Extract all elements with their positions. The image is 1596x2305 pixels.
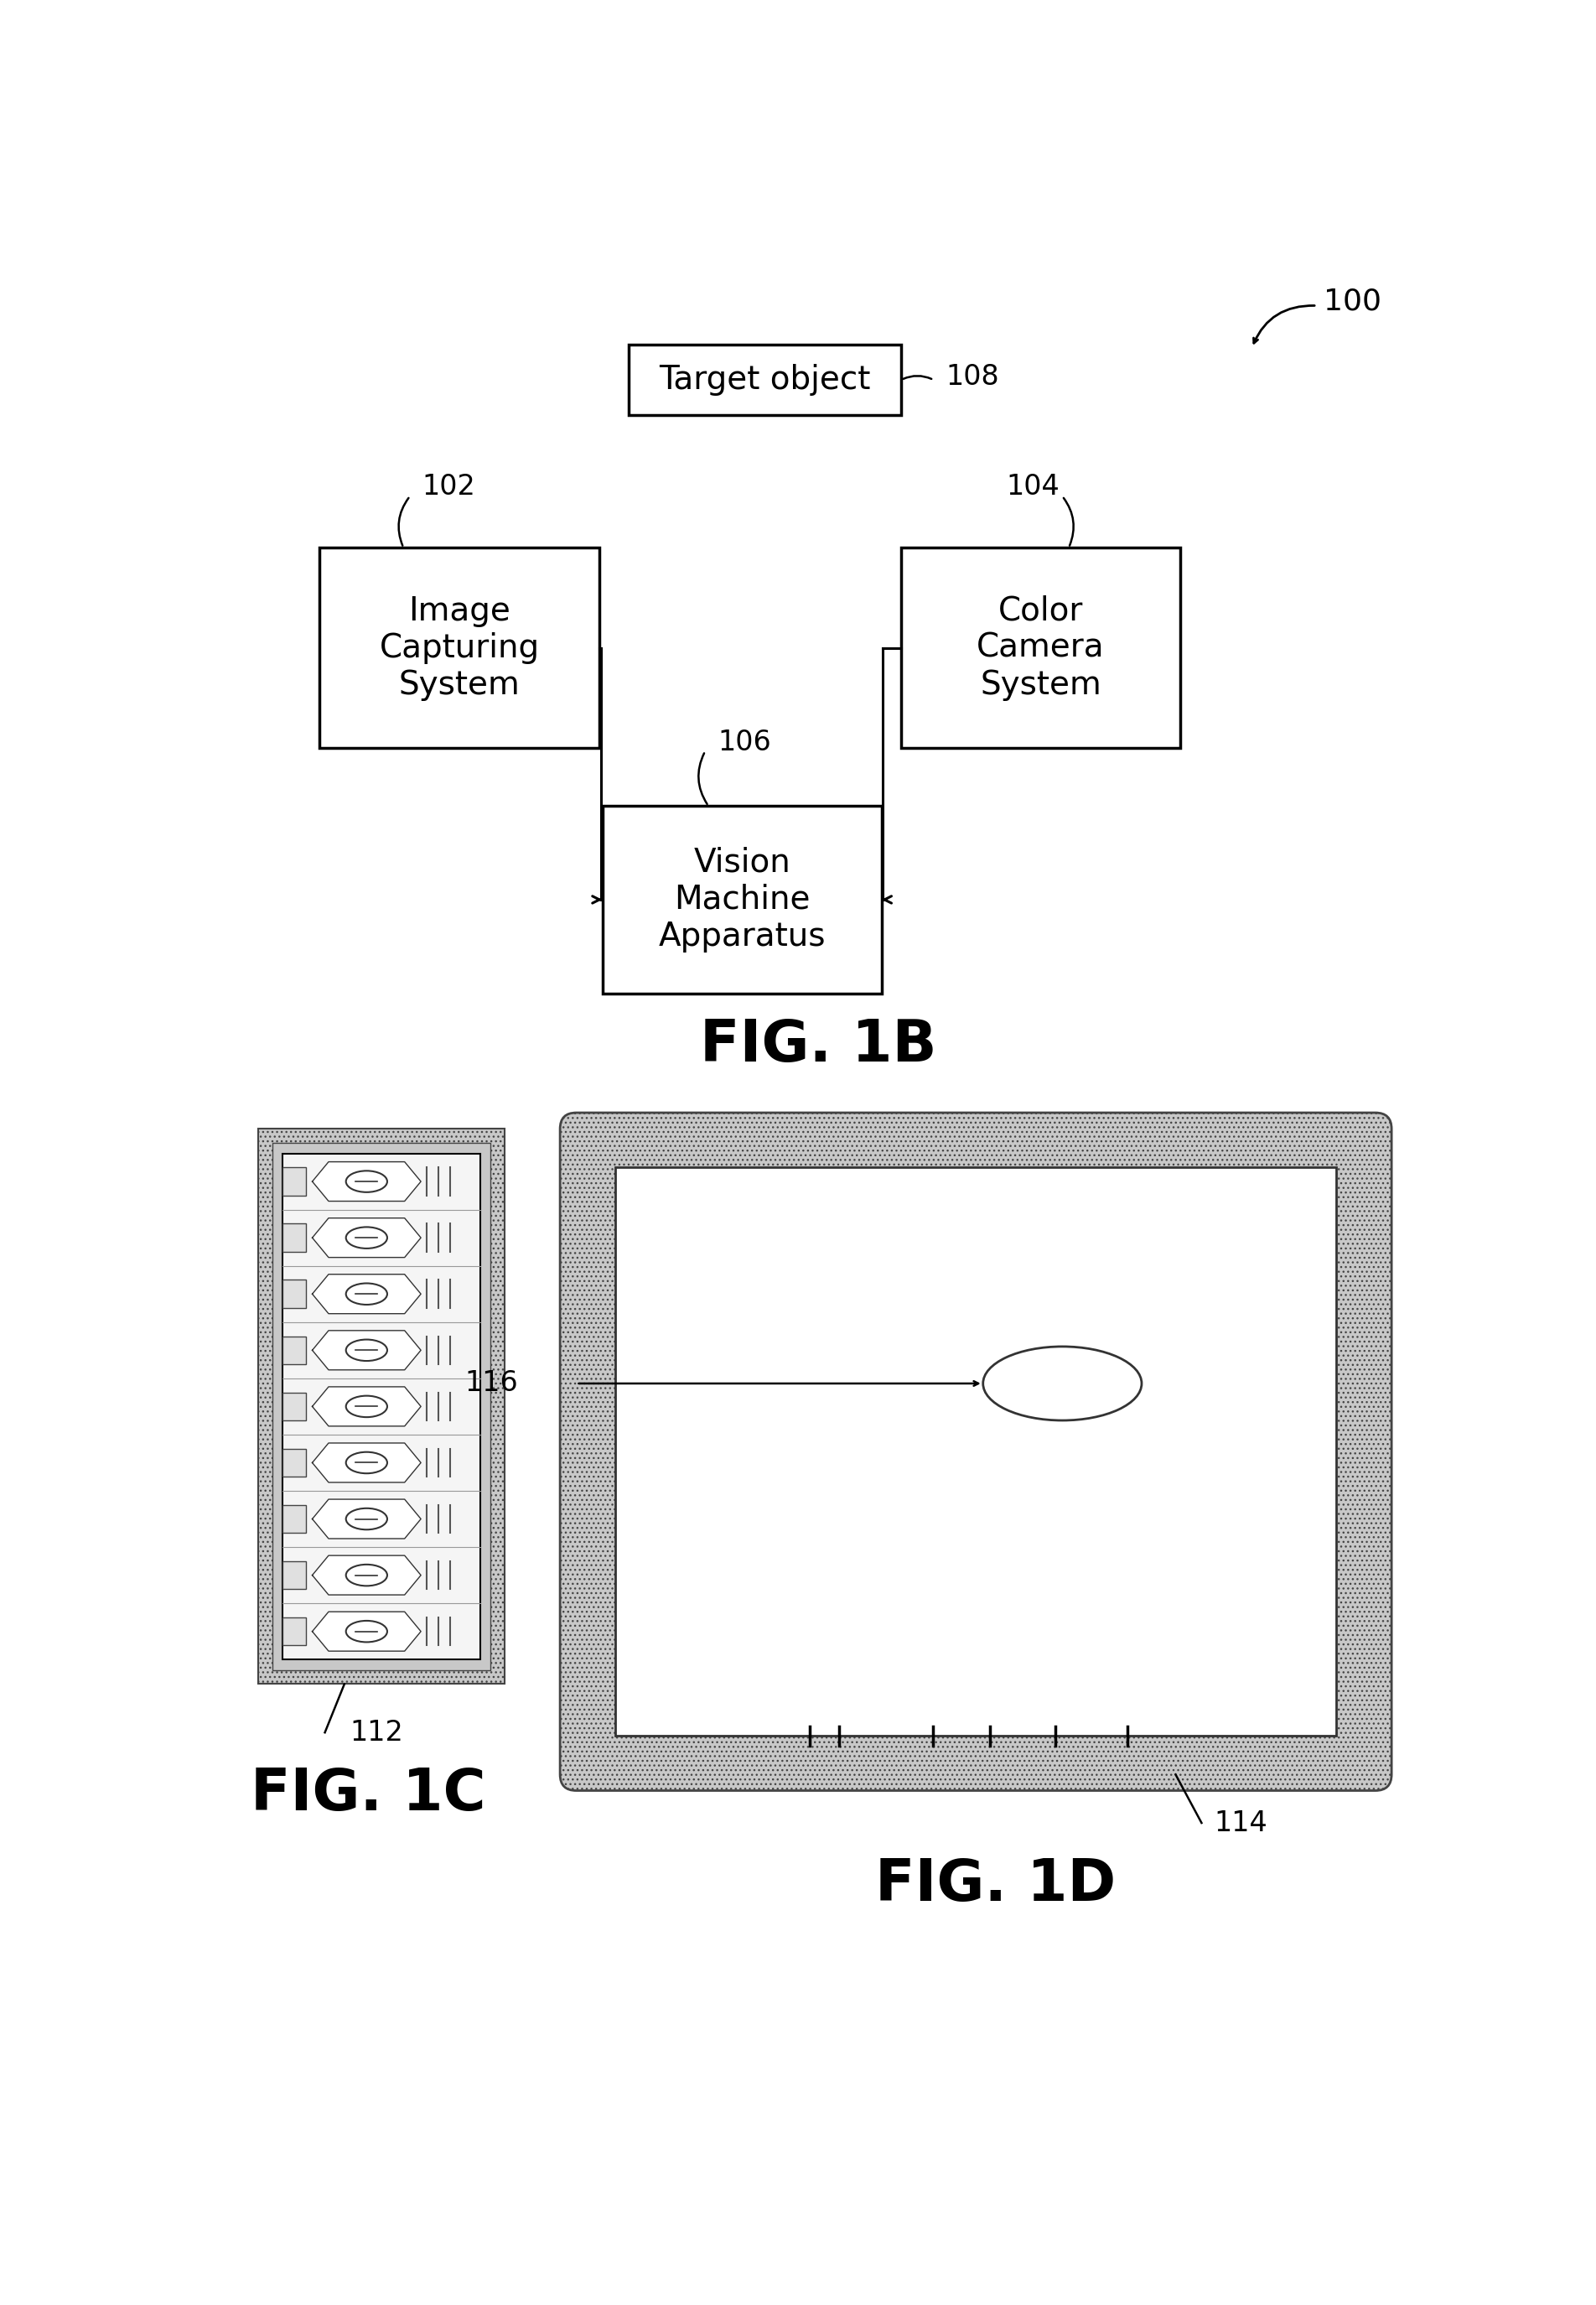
- Ellipse shape: [346, 1620, 388, 1641]
- Ellipse shape: [346, 1397, 388, 1418]
- Text: FIG. 1D: FIG. 1D: [875, 1856, 1116, 1913]
- Ellipse shape: [346, 1284, 388, 1305]
- Bar: [902, 549, 1181, 747]
- Bar: [282, 1505, 306, 1533]
- Text: 104: 104: [1005, 473, 1060, 500]
- Ellipse shape: [346, 1565, 388, 1586]
- Bar: [616, 1169, 1336, 1736]
- Bar: [602, 807, 881, 993]
- Text: 108: 108: [946, 362, 999, 390]
- Polygon shape: [313, 1388, 421, 1427]
- Text: Target object: Target object: [659, 364, 870, 396]
- Bar: [273, 1143, 490, 1669]
- Bar: [282, 1166, 306, 1196]
- Text: Vision
Machine
Apparatus: Vision Machine Apparatus: [658, 846, 825, 952]
- Polygon shape: [313, 1498, 421, 1540]
- Text: 114: 114: [1215, 1809, 1267, 1837]
- Ellipse shape: [346, 1507, 388, 1531]
- Bar: [282, 1279, 306, 1307]
- Ellipse shape: [983, 1346, 1141, 1420]
- Bar: [282, 1448, 306, 1478]
- Bar: [319, 549, 598, 747]
- Polygon shape: [313, 1330, 421, 1369]
- Text: 116: 116: [464, 1369, 517, 1397]
- Ellipse shape: [346, 1339, 388, 1360]
- FancyBboxPatch shape: [560, 1113, 1392, 1791]
- Text: FIG. 1C: FIG. 1C: [251, 1766, 487, 1821]
- Bar: [282, 1618, 306, 1646]
- Polygon shape: [313, 1556, 421, 1595]
- Polygon shape: [313, 1611, 421, 1650]
- Bar: [259, 1129, 504, 1685]
- Ellipse shape: [346, 1171, 388, 1192]
- Polygon shape: [313, 1162, 421, 1201]
- Text: Image
Capturing
System: Image Capturing System: [380, 595, 539, 701]
- Polygon shape: [313, 1275, 421, 1314]
- Ellipse shape: [346, 1452, 388, 1473]
- Text: 112: 112: [350, 1720, 404, 1747]
- Text: FIG. 1B: FIG. 1B: [699, 1017, 937, 1074]
- Text: Color
Camera
System: Color Camera System: [977, 595, 1104, 701]
- Text: 102: 102: [423, 473, 476, 500]
- Bar: [282, 1152, 480, 1660]
- Bar: [629, 343, 902, 415]
- Bar: [282, 1392, 306, 1420]
- Bar: [282, 1224, 306, 1252]
- Ellipse shape: [346, 1226, 388, 1249]
- Bar: [282, 1560, 306, 1588]
- Polygon shape: [313, 1443, 421, 1482]
- Text: 106: 106: [718, 728, 771, 756]
- Polygon shape: [313, 1217, 421, 1259]
- Bar: [282, 1337, 306, 1365]
- Text: 100: 100: [1323, 286, 1382, 316]
